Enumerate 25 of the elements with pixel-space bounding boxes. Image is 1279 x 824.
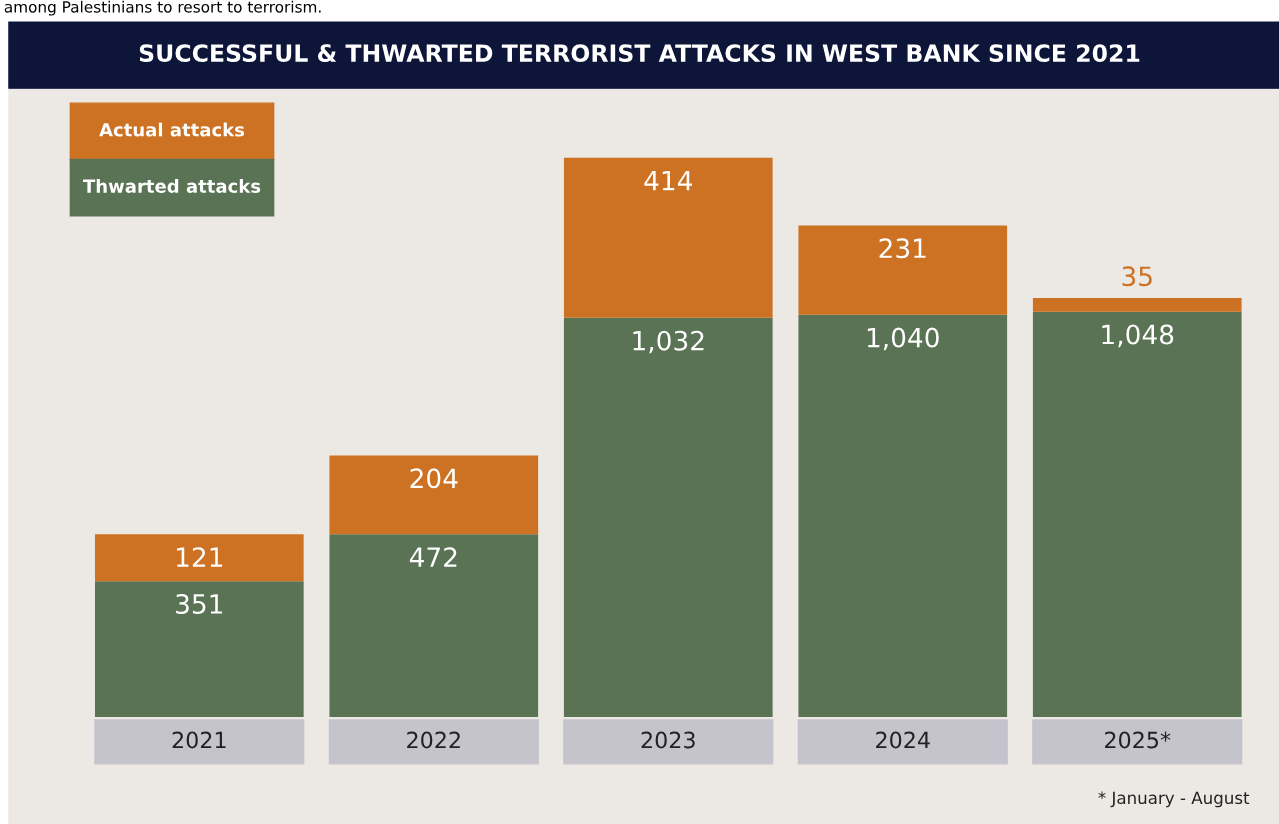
bar (94, 534, 304, 582)
data-label: 414 (644, 170, 692, 191)
data-label: 204 (410, 468, 458, 489)
data-label: 1,040 (867, 327, 939, 351)
x-tick-label: 2023 (641, 731, 695, 749)
bar (798, 225, 1008, 315)
text: among Palestinians to resort to terrorism. (4, 0, 321, 16)
text: Actual attacks (99, 122, 245, 137)
data-label: 121 (177, 547, 223, 567)
data-label: 472 (409, 547, 457, 567)
data-label: 1,048 (1102, 324, 1174, 348)
bar (1032, 298, 1242, 312)
x-tick-label: 2025* (1105, 731, 1171, 749)
data-label: 1,032 (633, 330, 704, 354)
x-tick-label: 2021 (172, 731, 226, 749)
x-tick-label: 2024 (876, 731, 930, 749)
bar (563, 157, 773, 318)
data-label: 351 (176, 594, 223, 614)
data-label: 231 (879, 238, 926, 259)
text: * January - August (1098, 791, 1250, 808)
data-label: 35 (1122, 266, 1152, 287)
bar (329, 455, 539, 535)
x-tick-label: 2022 (407, 731, 460, 749)
text: Thwarted attacks (83, 178, 261, 193)
chart-title: SUCCESSFUL & THWARTED TERRORIST ATTACKS IN WEST BANK SINCE 2021 (139, 44, 1140, 63)
